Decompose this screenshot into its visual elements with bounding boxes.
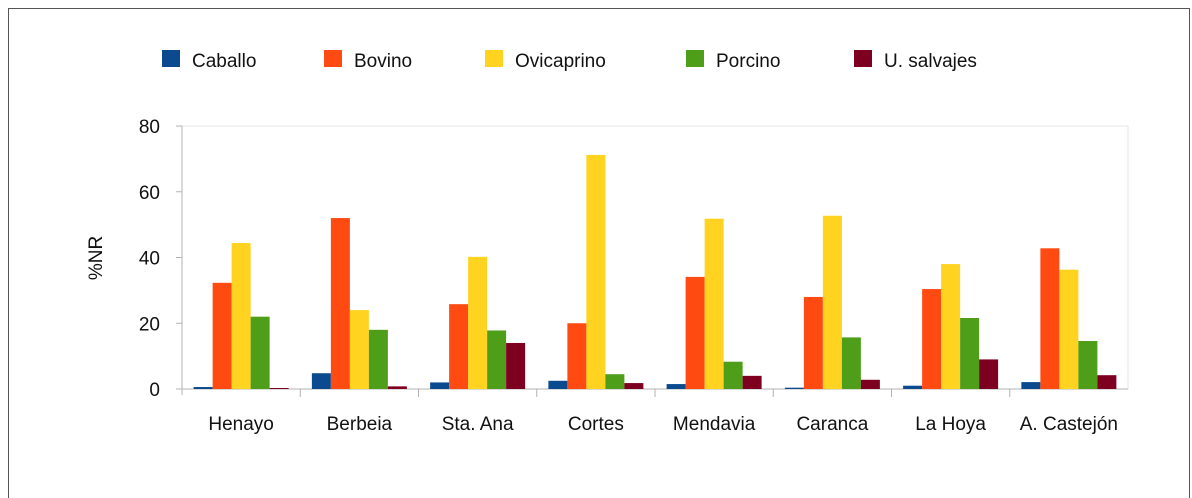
bar-ovicaprino-1 xyxy=(349,310,369,389)
bar-porcino-7 xyxy=(1078,341,1098,389)
bar-ovicaprino-4 xyxy=(704,218,724,389)
bar-porcino-1 xyxy=(368,329,388,389)
x-tick-label: Berbeia xyxy=(327,414,393,435)
legend: Caballo Bovino Ovicaprino Porcino U. salvaje… xyxy=(162,50,977,72)
x-tick-label: Henayo xyxy=(208,414,274,435)
legend-swatch xyxy=(485,50,503,67)
legend-swatch xyxy=(162,50,180,67)
bar-porcino-3 xyxy=(605,374,625,389)
y-tick-label: 60 xyxy=(139,183,160,204)
x-tick-label: Caranca xyxy=(796,414,868,435)
y-tick-label: 40 xyxy=(139,249,160,270)
bar-bovino-1 xyxy=(330,218,350,389)
bar-bovino-5 xyxy=(803,296,823,389)
bar-porcino-0 xyxy=(250,316,270,389)
x-tick-label: Cortes xyxy=(568,414,624,435)
legend-label: Ovicaprino xyxy=(515,51,606,72)
bar-bovino-6 xyxy=(922,289,942,389)
bar-ovicaprino-0 xyxy=(231,243,251,389)
bar-bovino-4 xyxy=(685,276,705,389)
bar-bovino-7 xyxy=(1040,248,1060,389)
bar-caballo-0 xyxy=(193,387,213,389)
bar-ovicaprino-7 xyxy=(1059,269,1079,389)
bar-ovicaprino-5 xyxy=(822,215,842,389)
bar-ovicaprino-3 xyxy=(586,154,606,389)
y-axis-title: %NR xyxy=(86,236,107,280)
x-tick-label: La Hoya xyxy=(915,414,986,435)
bar-caballo-5 xyxy=(784,387,804,389)
x-tick-label: A. Castejón xyxy=(1020,414,1118,435)
legend-label: Porcino xyxy=(716,51,780,72)
bar-porcino-2 xyxy=(487,330,507,389)
bar-u-salvajes-0 xyxy=(269,388,289,389)
bar-porcino-5 xyxy=(841,337,861,389)
legend-label: Bovino xyxy=(354,51,412,72)
bar-bovino-2 xyxy=(449,304,469,389)
y-tick-label: 20 xyxy=(139,314,160,335)
bar-u-salvajes-2 xyxy=(506,342,526,389)
x-tick-label: Mendavia xyxy=(673,414,756,435)
legend-swatch xyxy=(686,50,704,67)
x-tick-label: Sta. Ana xyxy=(442,414,514,435)
y-tick-label: 0 xyxy=(149,380,160,401)
bar-caballo-1 xyxy=(311,373,331,389)
plot-area: 0 20 40 60 80 Henayo Berbeia Sta. Ana Cortes Mend… xyxy=(139,117,1129,435)
bar-porcino-4 xyxy=(723,361,743,389)
bar-caballo-4 xyxy=(666,384,686,389)
bar-ovicaprino-6 xyxy=(941,264,961,389)
legend-label: Caballo xyxy=(192,51,256,72)
bar-u-salvajes-3 xyxy=(624,383,644,389)
bar-caballo-6 xyxy=(903,385,923,389)
bar-u-salvajes-1 xyxy=(387,386,407,389)
bar-bovino-0 xyxy=(212,282,232,389)
bar-ovicaprino-2 xyxy=(468,256,488,389)
bar-porcino-6 xyxy=(960,317,980,389)
legend-swatch xyxy=(854,50,872,67)
bar-caballo-3 xyxy=(548,380,568,389)
plot-border xyxy=(181,125,1129,390)
bar-caballo-2 xyxy=(430,382,450,389)
legend-swatch xyxy=(324,50,342,67)
bar-u-salvajes-4 xyxy=(742,375,762,389)
bar-u-salvajes-6 xyxy=(979,359,999,389)
bar-u-salvajes-5 xyxy=(860,379,880,389)
bar-bovino-3 xyxy=(567,323,587,389)
legend-label: U. salvajes xyxy=(884,51,977,72)
bar-caballo-7 xyxy=(1021,382,1041,389)
chart-frame xyxy=(8,8,1190,498)
bar-u-salvajes-7 xyxy=(1097,375,1117,389)
y-tick-label: 80 xyxy=(139,117,160,138)
